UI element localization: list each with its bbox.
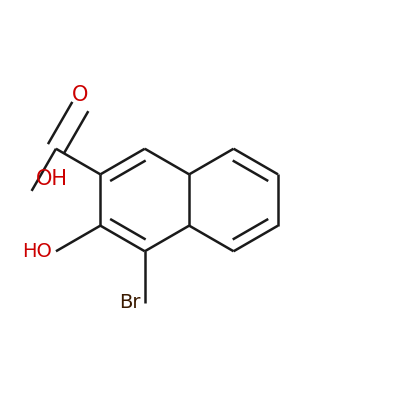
Text: O: O	[72, 84, 88, 104]
Text: HO: HO	[22, 242, 52, 261]
Text: Br: Br	[119, 293, 141, 312]
Text: OH: OH	[36, 169, 68, 189]
